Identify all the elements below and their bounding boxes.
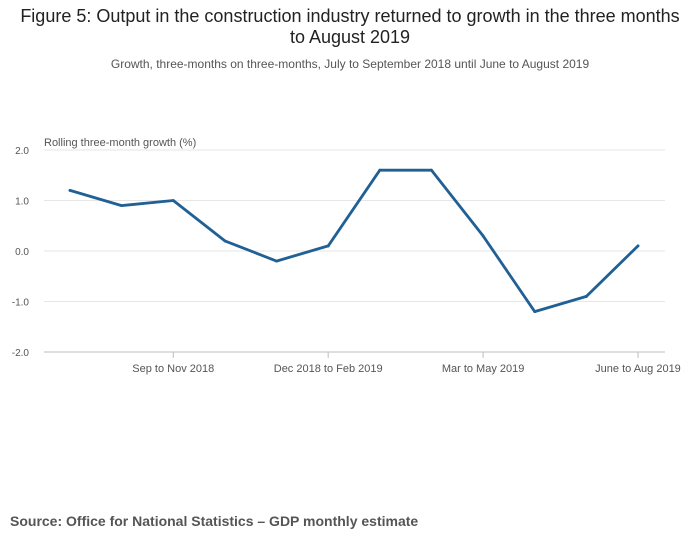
x-tick-label: Dec 2018 to Feb 2019 [274,363,383,375]
data-point [326,244,330,248]
x-tick-label: Sep to Nov 2018 [132,363,214,375]
data-point [430,168,433,172]
series-line [68,168,640,314]
y-tick-label: -1.0 [12,298,30,309]
y-tick-label: 0.0 [15,247,29,258]
data-point [636,244,640,248]
chart-title: Figure 5: Output in the construction ind… [20,6,680,47]
data-point [584,295,588,298]
axes: 2.0 1.0 0.0 -1.0 -2.0 Sep to Nov 2018 Dec 2018… [12,146,681,375]
data-point [481,234,485,238]
y-axis-title: Rolling three-month growth (%) [44,137,196,149]
x-tick-label: June to Aug 2019 [595,363,681,375]
data-point [275,259,278,263]
data-point [223,239,227,243]
chart-subtitle: Growth, three-months on three-months, Ju… [110,57,590,71]
data-point [68,189,72,192]
data-point [378,168,382,172]
series [68,168,640,314]
x-tick-label: Mar to May 2019 [442,363,525,375]
y-tick-label: -2.0 [12,348,30,359]
source-note: Source: Office for National Statistics –… [10,513,419,529]
data-point [120,204,124,207]
y-tick-label: 1.0 [15,197,29,208]
data-point [533,310,537,313]
y-tick-label: 2.0 [15,146,29,157]
data-point [171,199,175,202]
gridlines [44,149,665,353]
